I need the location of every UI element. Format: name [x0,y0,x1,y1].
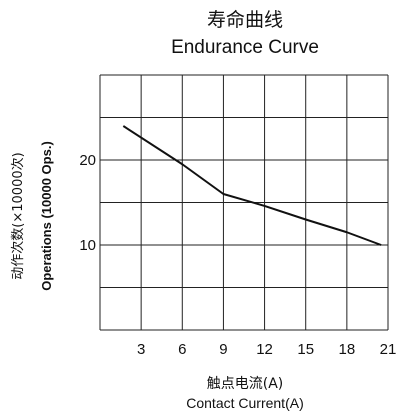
x-axis-label-cn: 触点电流(A) [207,376,284,392]
y-tick-labels: 10 20 [79,152,96,254]
x-tick-labels: 3 6 9 12 15 18 21 [137,341,396,358]
x-tick-label: 18 [339,341,356,358]
x-axis-label-en: Contact Current(A) [186,395,303,411]
x-tick-label: 6 [178,341,186,358]
y-tick-label: 10 [79,237,96,254]
x-tick-label: 15 [297,341,314,358]
x-tick-label: 3 [137,341,145,358]
x-tick-label: 9 [219,341,227,358]
y-axis-label-en: Operations (10000 Ops.) [39,141,54,291]
y-tick-label: 20 [79,152,96,169]
chart-title-en: Endurance Curve [171,37,319,58]
series-group [122,125,382,246]
chart-title-cn: 寿命曲线 [207,9,283,31]
plot-grid [99,74,389,331]
endurance-curve-line [122,125,382,246]
x-tick-label: 21 [380,341,397,358]
y-axis-label-cn: 动作次数(×10000次) [10,152,26,279]
x-tick-label: 12 [256,341,273,358]
